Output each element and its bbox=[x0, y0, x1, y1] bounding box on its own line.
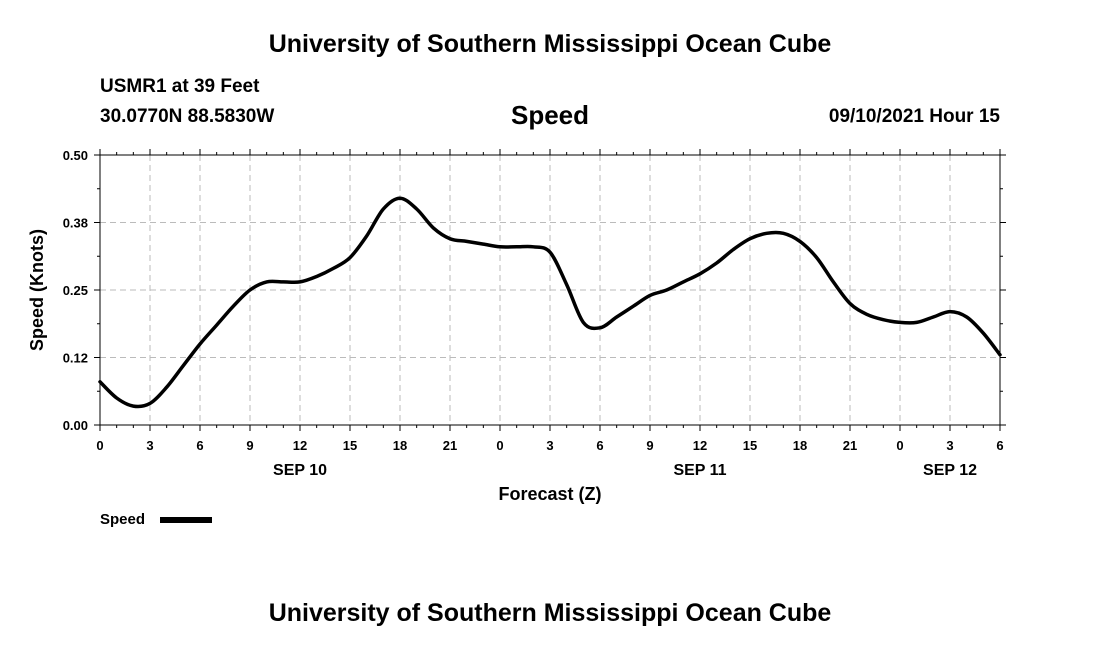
x-tick-label: 21 bbox=[843, 438, 857, 453]
chart-title: Speed bbox=[510, 100, 590, 130]
y-axis-title: Speed (Knots) bbox=[27, 229, 47, 351]
x-tick-label: 6 bbox=[196, 438, 203, 453]
y-tick-label: 0.50 bbox=[63, 148, 88, 163]
date-label: SEP 12 bbox=[923, 462, 977, 479]
x-tick-label: 3 bbox=[546, 438, 553, 453]
y-tick-label: 0.12 bbox=[63, 351, 88, 366]
legend: Speed bbox=[100, 511, 212, 528]
date-label: SEP 11 bbox=[673, 462, 726, 479]
station-label: USMR1 at 39 Feet bbox=[100, 76, 260, 97]
x-tick-label: 3 bbox=[146, 438, 153, 453]
y-tick-label: 0.38 bbox=[63, 216, 88, 231]
x-tick-label: 9 bbox=[646, 438, 653, 453]
forecast-datetime: 09/10/2021 Hour 15 bbox=[828, 106, 1000, 127]
x-tick-label: 15 bbox=[343, 438, 357, 453]
date-label: SEP 10 bbox=[273, 462, 327, 479]
x-tick-label: 12 bbox=[693, 438, 707, 453]
x-tick-label: 18 bbox=[393, 438, 407, 453]
date-labels: SEP 10 SEP 11 SEP 12 bbox=[273, 462, 977, 479]
x-tick-label: 18 bbox=[793, 438, 807, 453]
x-tick-label: 9 bbox=[246, 438, 253, 453]
legend-swatch-speed bbox=[160, 517, 212, 523]
x-tick-label: 0 bbox=[96, 438, 103, 453]
x-tick-label: 21 bbox=[443, 438, 457, 453]
x-tick-label: 15 bbox=[743, 438, 757, 453]
speed-series-line bbox=[98, 196, 1002, 409]
axis-ticks bbox=[94, 149, 1006, 431]
x-tick-label: 0 bbox=[496, 438, 503, 453]
coordinates-label: 30.0770N 88.5830W bbox=[100, 106, 275, 127]
y-tick-label: 0.00 bbox=[63, 418, 88, 433]
x-tick-labels: 0 3 6 9 12 15 18 21 0 3 6 9 12 15 18 21 0 3 6 bbox=[96, 438, 1003, 453]
x-tick-label: 0 bbox=[896, 438, 903, 453]
x-tick-label: 6 bbox=[996, 438, 1003, 453]
page-title: University of Southern Mississippi Ocean… bbox=[268, 30, 832, 58]
x-tick-label: 12 bbox=[293, 438, 307, 453]
x-tick-label: 3 bbox=[946, 438, 953, 453]
x-tick-label: 6 bbox=[596, 438, 603, 453]
footer-title: University of Southern Mississippi Ocean… bbox=[268, 599, 832, 627]
x-axis-title: Forecast (Z) bbox=[498, 484, 601, 504]
grid-lines bbox=[100, 155, 1000, 425]
y-tick-label: 0.25 bbox=[63, 283, 88, 298]
y-tick-labels: 0.00 0.12 0.25 0.38 0.50 bbox=[63, 148, 88, 433]
legend-label-speed: Speed bbox=[100, 511, 145, 528]
